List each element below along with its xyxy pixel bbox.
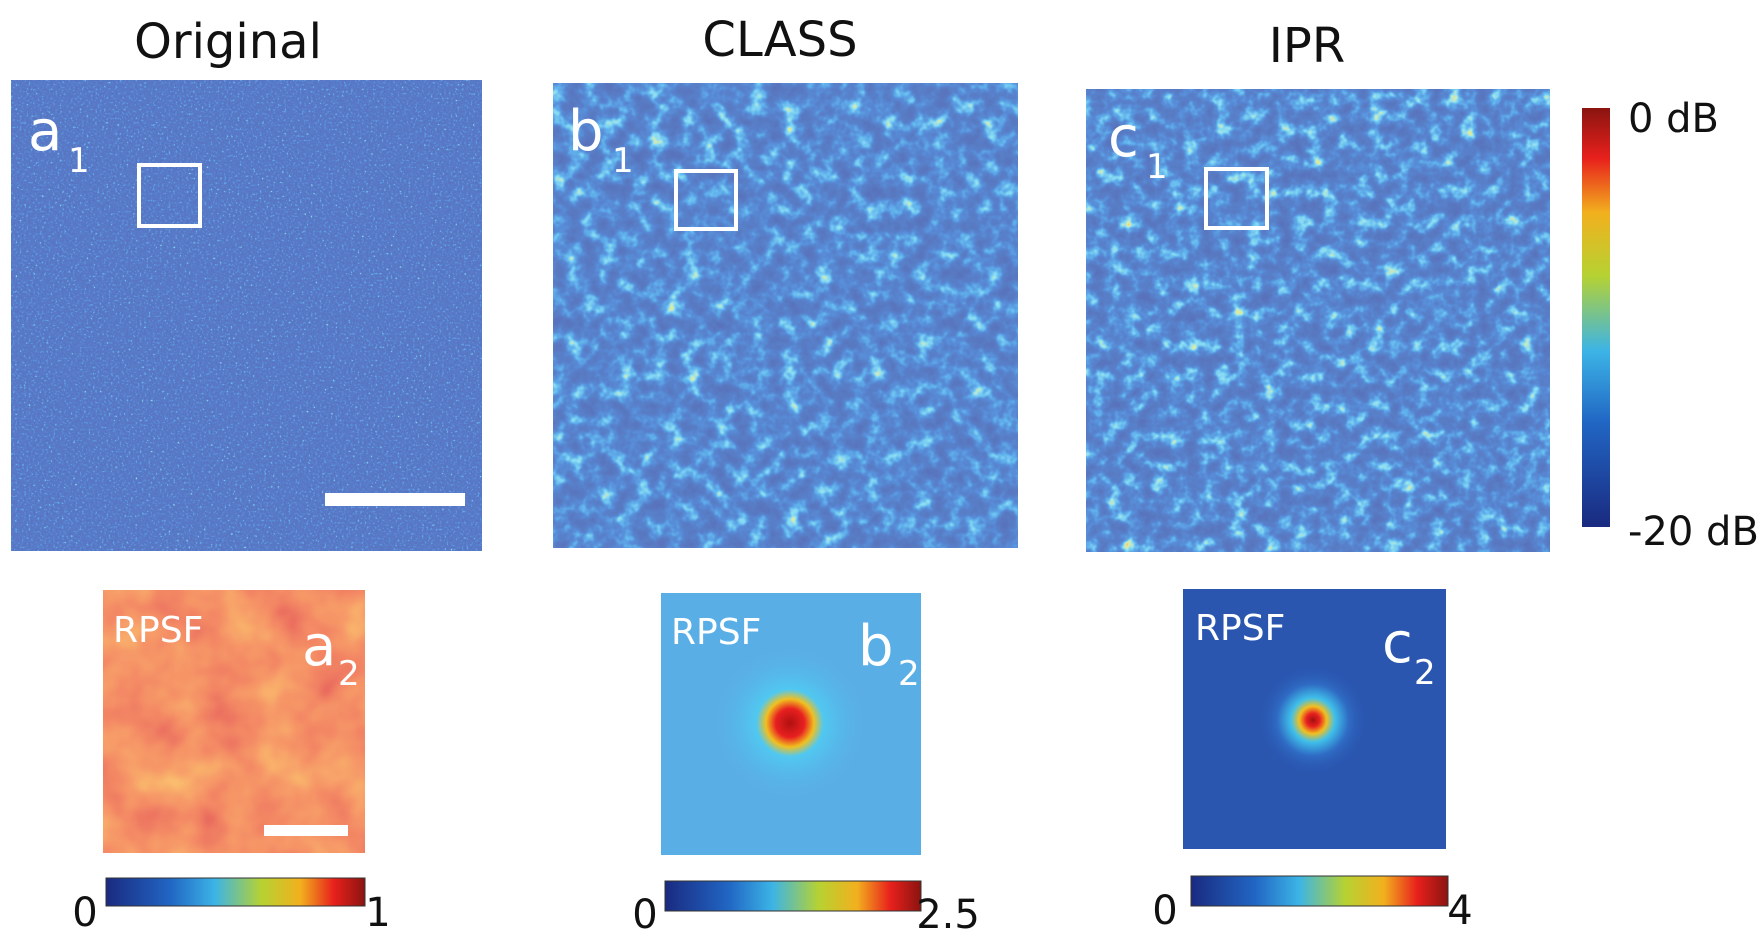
colorbar [1582,108,1610,527]
panel-letter: a [302,614,336,679]
panel-subscript: 2 [1414,653,1436,693]
column-title: Original [134,14,322,70]
column-title: CLASS [702,12,857,68]
panel-letter: a [28,99,62,164]
scale-bar [264,825,348,836]
roi-box [137,163,202,228]
panel-letter: b [568,99,604,164]
colorbar-max: 1 [365,890,390,936]
panel-subscript: 1 [1146,147,1168,187]
panel-subscript: 2 [898,654,920,694]
image-ipr [1086,89,1550,552]
rpsf-original [103,590,365,853]
rpsf-label: RPSF [671,612,761,653]
image-original [11,80,482,551]
colorbar-label: -20 dB [1628,509,1759,555]
colorbar-label: 0 dB [1628,96,1719,142]
image-class [553,83,1018,548]
panel-letter: c [1108,105,1139,170]
rpsf-peak [1258,665,1368,775]
panel-letter: b [858,614,894,679]
colorbar [1190,875,1449,907]
colorbar-min: 0 [72,890,97,936]
scale-bar [325,493,465,506]
panel-letter: c [1382,611,1413,676]
roi-box [674,169,738,231]
rpsf-peak [710,643,870,803]
colorbar-min: 0 [632,892,657,936]
colorbar-min: 0 [1152,888,1177,934]
roi-box [1204,167,1269,230]
rpsf-label: RPSF [113,610,203,651]
colorbar [664,880,922,912]
panel-subscript: 1 [612,141,634,181]
panel-subscript: 1 [68,141,90,181]
colorbar-max: 2.5 [916,892,980,936]
colorbar [105,877,366,907]
rpsf-label: RPSF [1195,608,1285,649]
column-title: IPR [1269,18,1345,74]
colorbar-max: 4 [1447,888,1472,934]
panel-subscript: 2 [338,654,360,694]
